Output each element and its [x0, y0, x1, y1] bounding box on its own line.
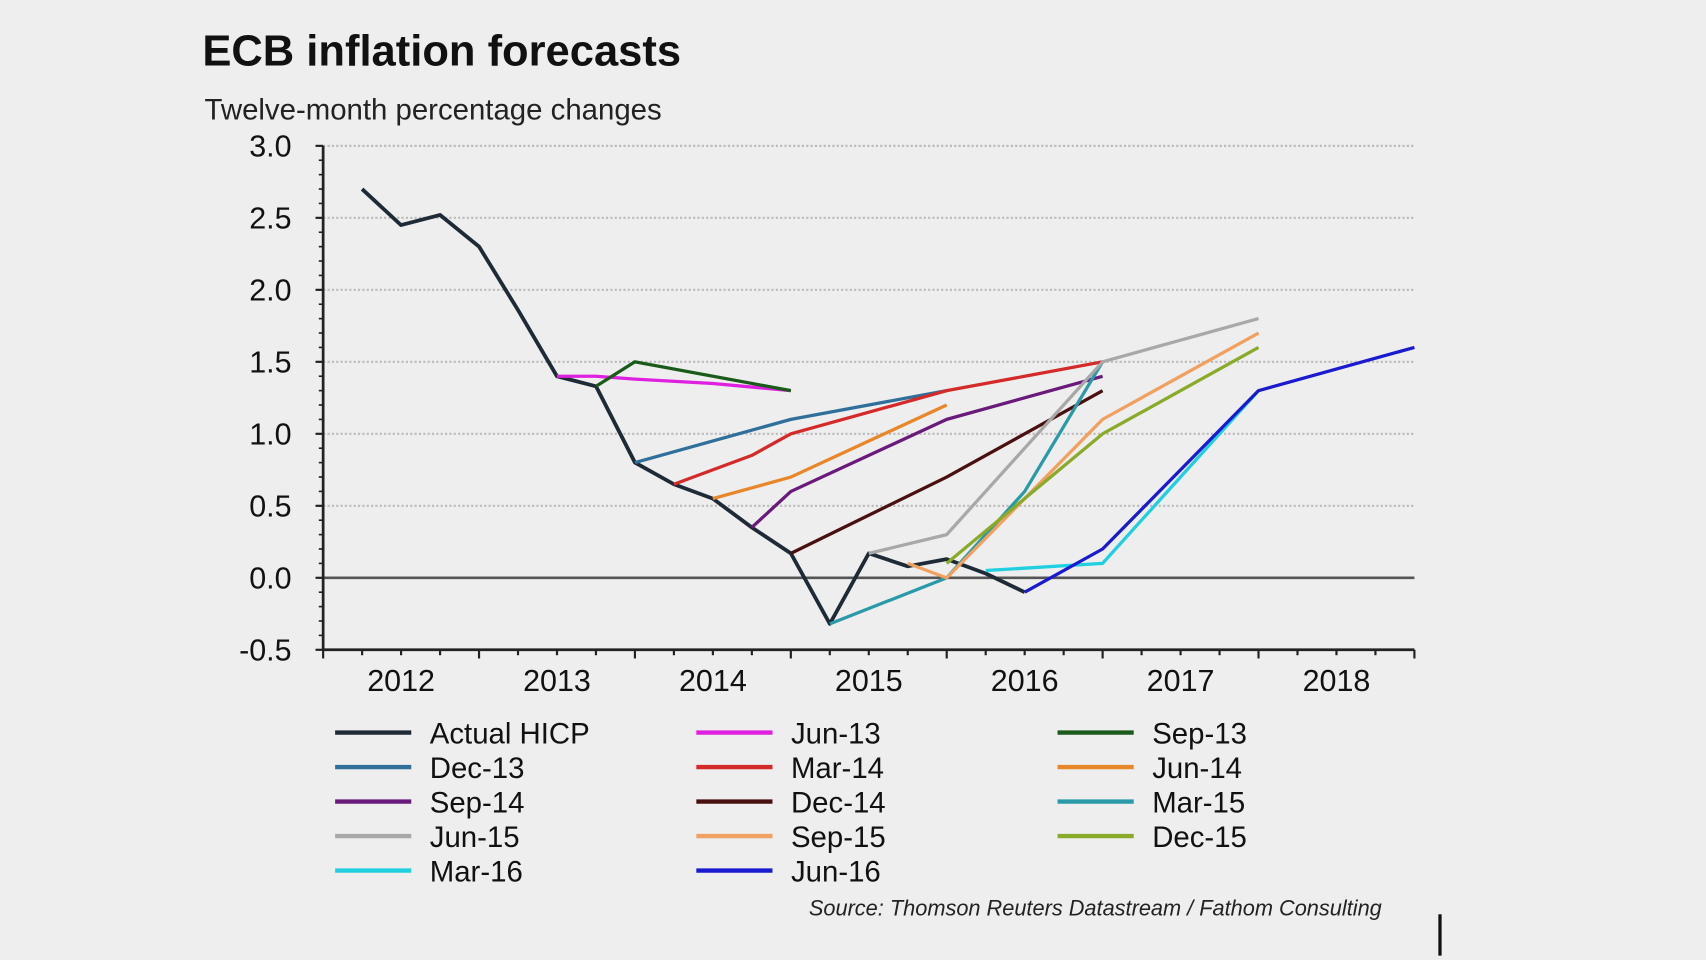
series-line-jun-13	[556, 374, 792, 393]
series-line-sep-15	[907, 331, 1260, 580]
legend-label: Mar-14	[791, 752, 884, 785]
series-line-sep-14	[750, 374, 1104, 529]
y-tick-label: 0.5	[249, 490, 291, 524]
x-tick-label: 2017	[1147, 664, 1215, 698]
legend-label: Dec-14	[791, 786, 886, 819]
x-tick-label: 2013	[523, 664, 591, 698]
legend-label: Actual HICP	[430, 717, 590, 750]
series-line-dec-15	[945, 346, 1260, 565]
chart-subtitle: Twelve-month percentage changes	[205, 94, 662, 127]
legend-label: Jun-16	[791, 855, 881, 888]
legend-label: Jun-14	[1152, 752, 1242, 785]
series-line-sep-13	[595, 360, 792, 393]
x-tick-label: 2016	[991, 664, 1059, 698]
legend-label: Mar-16	[430, 855, 523, 888]
legend-label: Dec-15	[1152, 821, 1247, 854]
legend-label: Jun-13	[791, 717, 881, 750]
series-line-mar-16	[985, 389, 1260, 573]
chart-title: ECB inflation forecasts	[202, 27, 681, 75]
y-tick-label: 3.0	[249, 130, 291, 164]
y-tick-label: 2.5	[249, 202, 291, 236]
series-line-mar-15	[829, 360, 1104, 626]
series-line-jun-15	[868, 317, 1259, 555]
x-tick-label: 2012	[367, 664, 435, 698]
series-line-jun-14	[712, 403, 948, 501]
series-line-dec-13	[634, 389, 947, 465]
y-tick-label: 1.0	[249, 418, 291, 452]
series-line-jun-16	[1023, 345, 1415, 594]
legend-label: Sep-14	[430, 786, 525, 819]
y-tick-label: 1.5	[249, 346, 291, 380]
legend-label: Sep-15	[791, 821, 886, 854]
x-tick-label: 2018	[1303, 664, 1371, 698]
chart-source: Source: Thomson Reuters Datastream / Fat…	[809, 895, 1382, 920]
x-tick-label: 2015	[835, 664, 903, 698]
y-tick-label: 0.0	[249, 562, 291, 596]
legend-label: Sep-13	[1152, 717, 1247, 750]
series-line-mar-14	[673, 360, 1103, 486]
y-tick-label: 2.0	[249, 274, 291, 308]
legend-label: Mar-15	[1152, 786, 1245, 819]
cursor-mark	[1438, 914, 1442, 956]
legend-label: Jun-15	[430, 821, 520, 854]
legend-label: Dec-13	[430, 752, 525, 785]
series-line-actual-hicp	[360, 187, 1026, 626]
x-tick-label: 2014	[679, 664, 747, 698]
y-tick-label: -0.5	[239, 634, 292, 668]
